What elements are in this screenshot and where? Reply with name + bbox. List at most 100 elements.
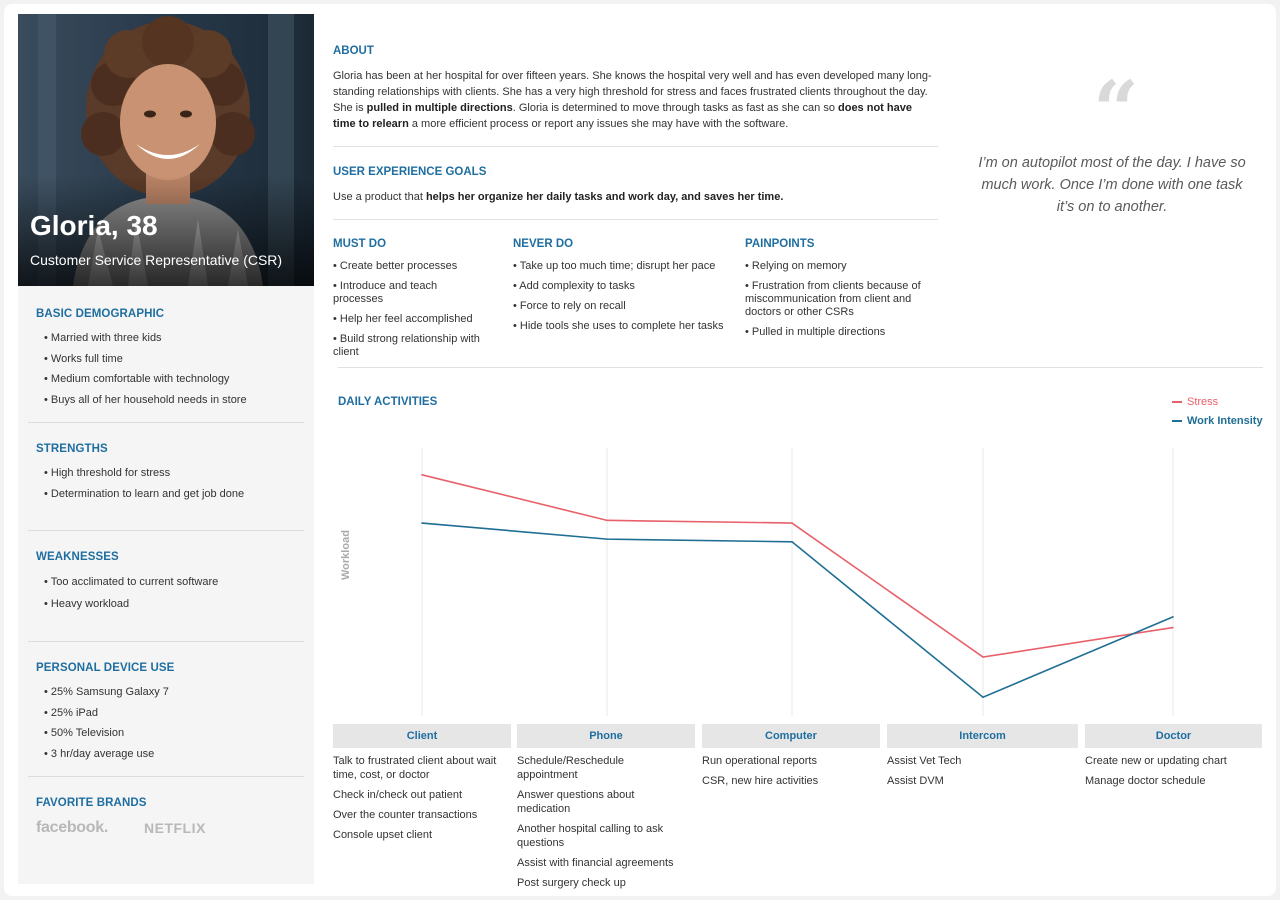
about-text-part: a more efficient process or report any i… <box>408 118 789 130</box>
must-do-column: MUST DO • Create better processes • Intr… <box>333 238 503 366</box>
list-item: Console upset client <box>333 829 433 841</box>
list-item: • 3 hr/day average use <box>44 747 155 760</box>
painpoints-heading: PAINPOINTS <box>745 238 815 250</box>
about-text-part: . Gloria is determined to move through t… <box>512 102 838 114</box>
persona-name: Gloria, 38 <box>30 210 158 241</box>
legend-swatch <box>1172 420 1182 422</box>
never-do-column: NEVER DO • Take up too much time; disrup… <box>513 238 733 340</box>
section-heading: BASIC DEMOGRAPHIC <box>36 308 165 320</box>
list-item: Assist DVM <box>887 775 944 787</box>
list-item: • Married with three kids <box>44 332 162 344</box>
legend-label: Work Intensity <box>1187 415 1263 427</box>
section-heading: STRENGTHS <box>36 443 108 455</box>
about-text: Gloria has been at her hospital for over… <box>333 68 933 132</box>
stage-items-intercom: Assist Vet Tech Assist DVM <box>887 754 1070 794</box>
list-item: Create new or updating chart <box>1085 755 1227 767</box>
list-item: • Too acclimated to current software <box>44 576 219 588</box>
netflix-logo: NETFLIX <box>144 820 206 836</box>
ux-goals-bold-part: helps her organize her daily tasks and w… <box>425 191 784 203</box>
list-item: • Relying on memory <box>745 260 847 272</box>
list-item: Manage doctor schedule <box>1085 775 1206 787</box>
list-item: • Help her feel accomplished <box>333 313 473 325</box>
list-item: Over the counter transactions <box>333 809 478 821</box>
persona-photo: Gloria, 38 Customer Service Representati… <box>18 14 314 286</box>
weaknesses-section: WEAKNESSES • Too acclimated to current s… <box>18 531 314 615</box>
list-item: • Introduce and teach processes <box>333 280 438 305</box>
list-item: Schedule/Reschedule appointment <box>517 755 625 781</box>
stage-items-phone: Schedule/Reschedule appointment Answer qu… <box>517 754 687 896</box>
list-item: • 50% Television <box>44 727 125 739</box>
list-item: • 25% iPad <box>44 706 98 719</box>
legend-item-work-intensity: Work Intensity <box>1172 415 1263 427</box>
list-item: • Heavy workload <box>44 598 130 610</box>
persona-quote: I’m on autopilot most of the day. I have… <box>978 155 1246 215</box>
photo-shade <box>18 176 314 286</box>
list-item: • Build strong relationship with client <box>333 333 480 358</box>
ux-goals-text-part: Use a product that <box>333 191 426 203</box>
about-bold-part: pulled in multiple directions <box>366 102 513 114</box>
stage-header-doctor: Doctor <box>1085 724 1262 748</box>
favorite-brands-section: FAVORITE BRANDS facebook. NETFLIX <box>18 777 314 837</box>
list-item: • Frustration from clients because of mi… <box>745 280 921 318</box>
section-heading: WEAKNESSES <box>36 551 119 563</box>
stage-items-client: Talk to frustrated client about wait tim… <box>333 754 503 848</box>
painpoints-column: PAINPOINTS • Relying on memory • Frustra… <box>745 238 925 346</box>
list-item: • Buys all of her household needs in sto… <box>44 393 247 406</box>
list-item: Assist Vet Tech <box>887 755 962 767</box>
device-use-section: PERSONAL DEVICE USE • 25% Samsung Galaxy… <box>18 642 314 764</box>
list-item: • Add complexity to tasks <box>513 280 635 292</box>
sidebar: Gloria, 38 Customer Service Representati… <box>18 14 314 884</box>
list-item: • Take up too much time; disrupt her pac… <box>513 260 716 272</box>
legend-swatch <box>1172 401 1182 403</box>
must-do-heading: MUST DO <box>333 238 387 250</box>
divider <box>338 367 1263 368</box>
stage-items-doctor: Create new or updating chart Manage docto… <box>1085 754 1254 794</box>
strengths-section: STRENGTHS • High threshold for stress • … <box>18 423 314 504</box>
list-item: Post surgery check up <box>517 877 626 889</box>
never-do-heading: NEVER DO <box>513 238 574 250</box>
list-item: • Pulled in multiple directions <box>745 326 886 338</box>
list-item: Answer questions about medication <box>517 789 635 815</box>
ux-goals-heading: USER EXPERIENCE GOALS <box>333 166 487 178</box>
list-item: Run operational reports <box>702 755 817 767</box>
list-item: • Hide tools she uses to complete her ta… <box>513 320 724 332</box>
list-item: • 25% Samsung Galaxy 7 <box>44 686 169 698</box>
divider <box>28 776 304 777</box>
list-item: • High threshold for stress <box>44 467 171 479</box>
about-heading: ABOUT <box>333 45 374 57</box>
y-axis-label: Workload <box>340 530 352 580</box>
divider <box>28 530 304 531</box>
divider <box>333 219 938 220</box>
legend-label: Stress <box>1187 396 1219 408</box>
list-item: Talk to frustrated client about wait tim… <box>333 755 497 781</box>
list-item: Assist with financial agreements <box>517 857 674 869</box>
divider <box>28 422 304 423</box>
about-bold-part: does not have time to relearn <box>333 102 912 130</box>
legend-item-stress: Stress <box>1172 396 1263 408</box>
basic-demographic-section: BASIC DEMOGRAPHIC • Married with three k… <box>18 286 314 410</box>
chart-legend: Stress Work Intensity <box>1172 396 1263 434</box>
persona-role: Customer Service Representative (CSR) <box>30 252 283 268</box>
divider <box>333 146 938 147</box>
stage-items-computer: Run operational reports CSR, new hire act… <box>702 754 872 794</box>
list-item: Check in/check out patient <box>333 789 463 801</box>
list-item: CSR, new hire activities <box>702 775 819 787</box>
list-item: • Force to rely on recall <box>513 300 626 312</box>
stage-header-intercom: Intercom <box>887 724 1078 748</box>
facebook-logo: facebook. <box>36 819 108 836</box>
section-heading: FAVORITE BRANDS <box>36 797 147 809</box>
ux-goals-text: Use a product that helps her organize he… <box>333 189 933 205</box>
about-text-part: Gloria has been at her hospital for over… <box>333 70 932 114</box>
stage-header-client: Client <box>333 724 511 748</box>
list-item: • Determination to learn and get job don… <box>44 487 245 500</box>
stage-header-phone: Phone <box>517 724 695 748</box>
list-item: • Medium comfortable with technology <box>44 373 230 385</box>
list-item: • Create better processes <box>333 260 458 272</box>
divider <box>28 641 304 642</box>
daily-activities-heading: DAILY ACTIVITIES <box>338 396 438 408</box>
list-item: Another hospital calling to ask question… <box>517 823 664 849</box>
stage-header-computer: Computer <box>702 724 880 748</box>
list-item: • Works full time <box>44 352 123 365</box>
section-heading: PERSONAL DEVICE USE <box>36 662 175 674</box>
quote-icon: “ <box>1093 63 1140 157</box>
